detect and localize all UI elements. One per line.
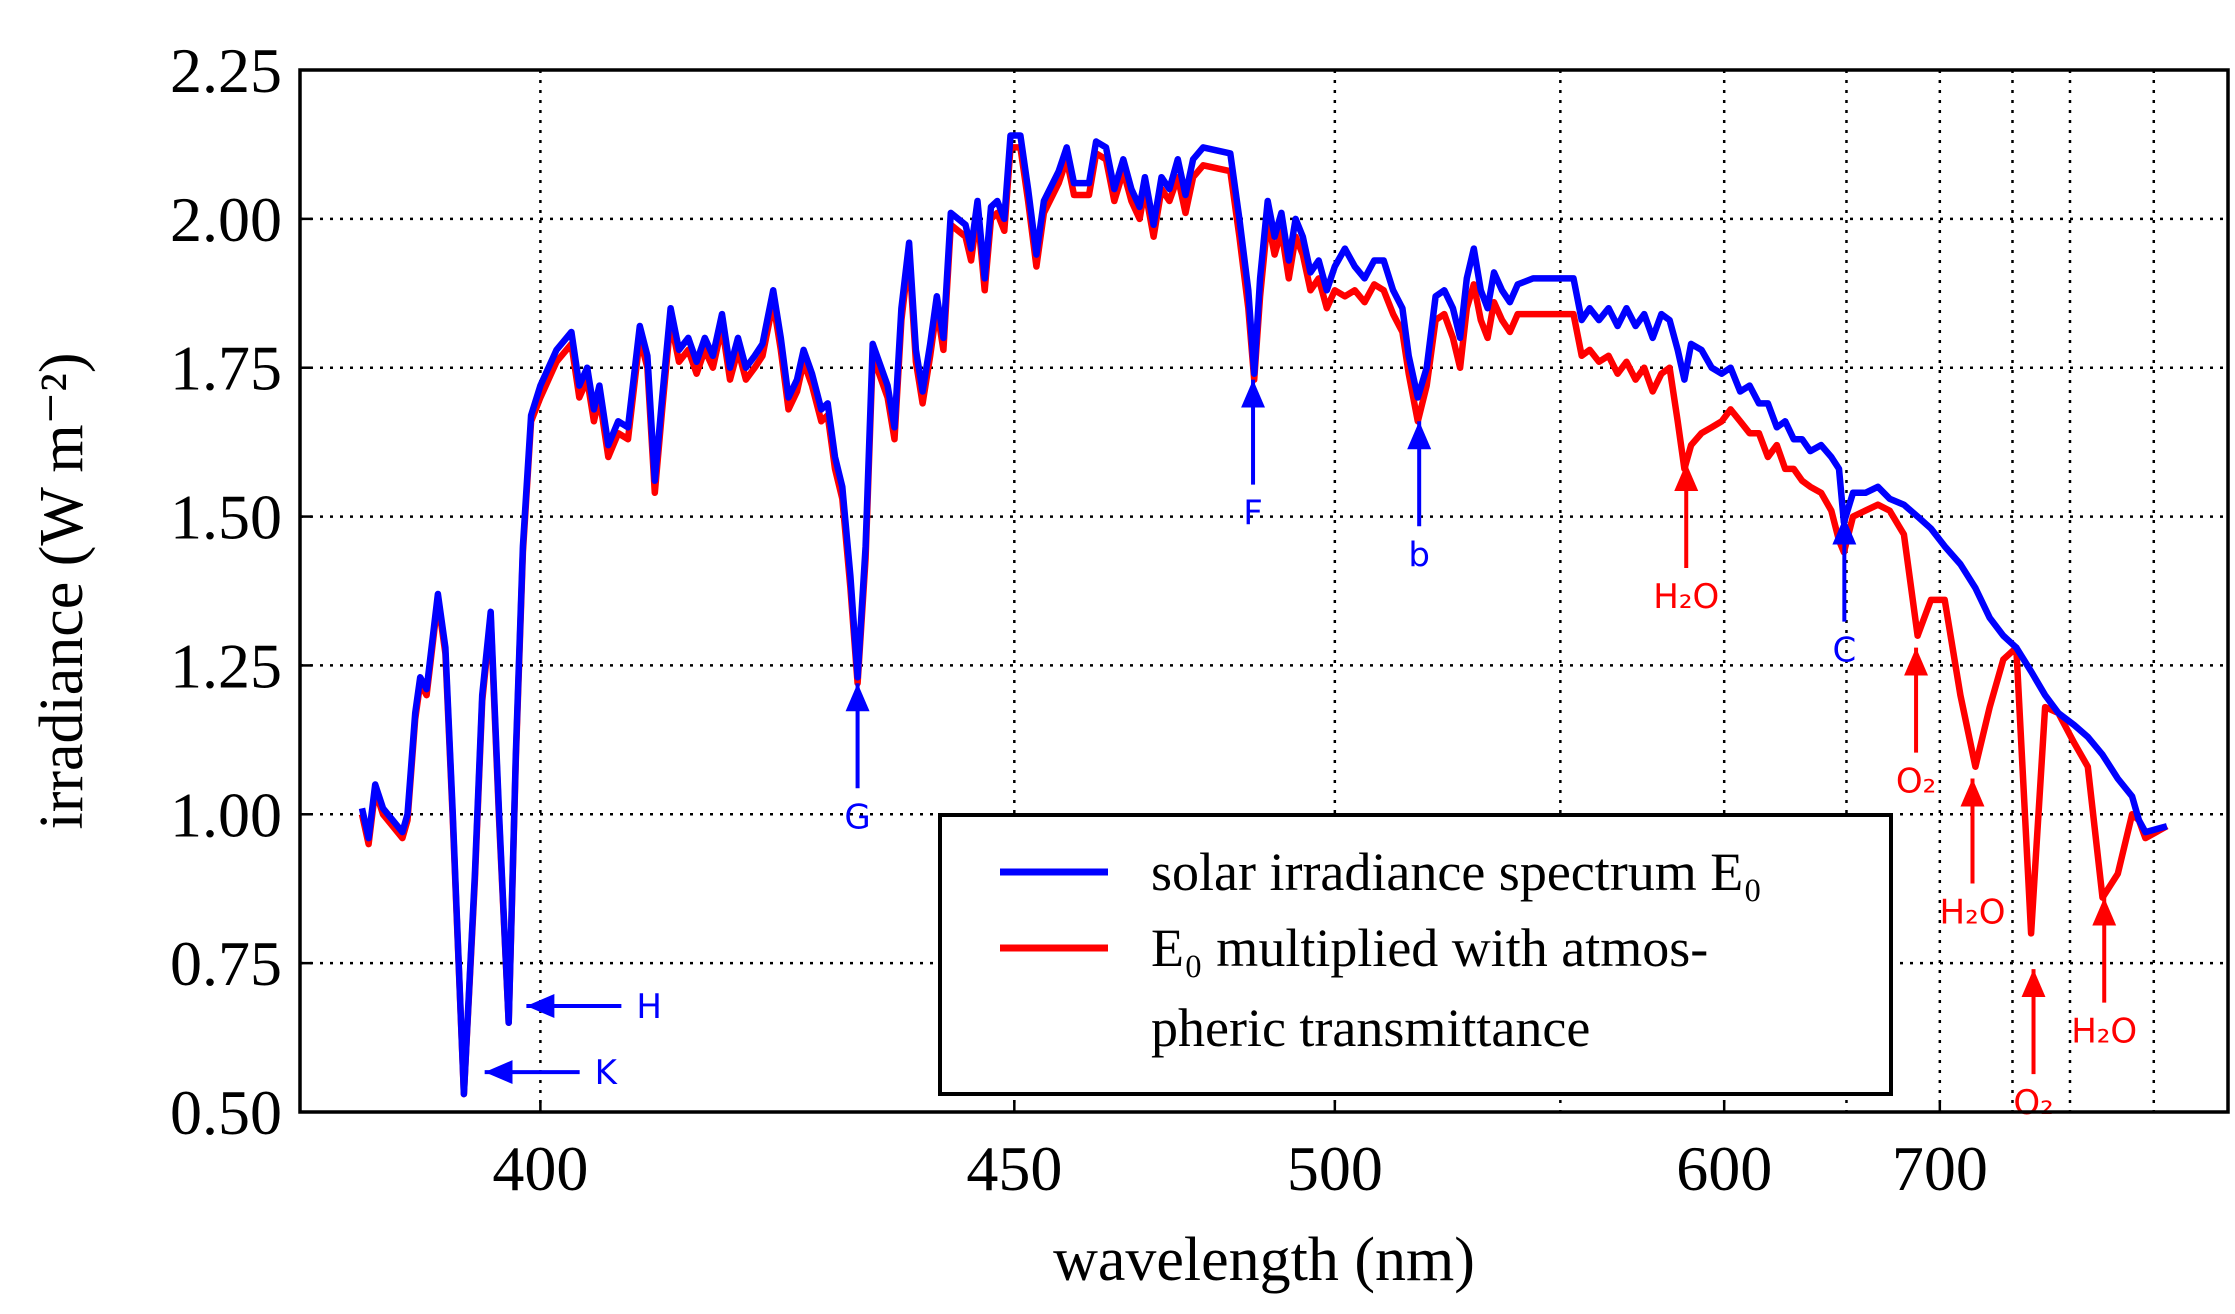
plot-frame <box>298 68 2230 1114</box>
annotation-label: H₂O <box>1940 893 2006 933</box>
series-line <box>358 132 2168 1098</box>
legend-label-line: solar irradiance spectrum E₀ <box>1151 842 1762 902</box>
legend-box <box>938 813 1893 1096</box>
legend-label-line: pheric transmittance <box>1151 998 1590 1058</box>
annotation-label: O₂ <box>1896 762 1936 802</box>
x-tick-label: 500 <box>1287 1133 1383 1204</box>
x-tick-label: 400 <box>492 1133 588 1204</box>
annotation-label: b <box>1408 535 1430 575</box>
y-tick-label: 0.50 <box>170 1077 282 1148</box>
annotation-label: H₂O <box>1653 577 1719 617</box>
x-tick-label: 600 <box>1676 1133 1772 1204</box>
annotation-label: C <box>1832 631 1856 671</box>
annotation-label: F <box>1243 494 1263 534</box>
annotation-label: O₂ <box>2013 1083 2053 1123</box>
x-tick-label: 700 <box>1892 1133 1988 1204</box>
y-tick-label: 1.25 <box>170 630 282 701</box>
y-tick-label: 1.75 <box>170 333 282 404</box>
legend-label-line: E₀ multiplied with atmos- <box>1151 918 1708 978</box>
annotation-label: H₂O <box>2071 1012 2137 1052</box>
y-tick-label: 1.00 <box>170 779 282 850</box>
annotation-label: H <box>636 987 662 1027</box>
y-tick-label: 2.00 <box>170 184 282 255</box>
x-axis-label: wavelength (nm) <box>1053 1226 1475 1294</box>
y-tick-label: 2.25 <box>170 35 282 106</box>
annotation-label: G <box>844 797 870 837</box>
legend-label: solar irradiance spectrum E₀ <box>1151 842 1762 902</box>
y-tick-label: 1.50 <box>170 482 282 553</box>
legend-label: E₀ multiplied with atmos-pheric transmit… <box>1151 918 1708 1058</box>
y-axis-label: irradiance (W m⁻²) <box>28 352 96 829</box>
annotation-label: K <box>595 1053 619 1093</box>
y-tick-label: 0.75 <box>170 928 282 999</box>
x-tick-label: 450 <box>966 1133 1062 1204</box>
